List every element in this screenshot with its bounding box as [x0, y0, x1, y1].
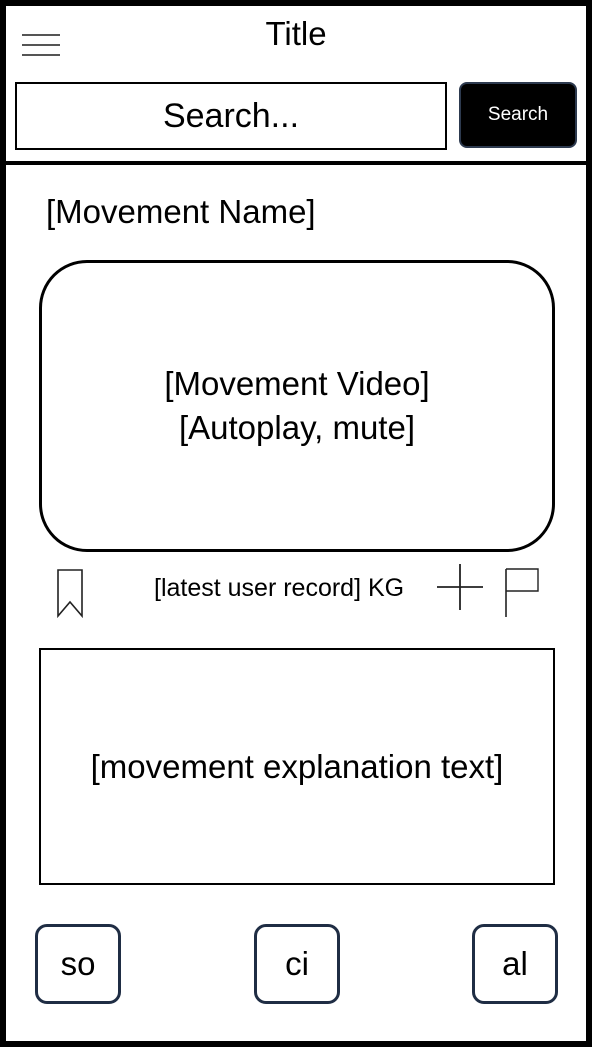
- nav-button-so[interactable]: so: [35, 924, 121, 1004]
- nav-button-al[interactable]: al: [472, 924, 558, 1004]
- hamburger-menu-icon[interactable]: [22, 28, 60, 58]
- movement-video[interactable]: [Movement Video] [Autoplay, mute]: [39, 260, 555, 552]
- latest-user-record: [latest user record] KG: [154, 574, 405, 602]
- movement-explanation: [movement explanation text]: [39, 648, 555, 885]
- header: Title Search: [6, 6, 586, 160]
- flag-icon[interactable]: [502, 567, 542, 619]
- plus-icon[interactable]: [436, 563, 484, 611]
- bookmark-icon[interactable]: [56, 568, 84, 618]
- header-divider: [6, 161, 586, 165]
- nav-button-ci[interactable]: ci: [254, 924, 340, 1004]
- video-autoplay-note: [Autoplay, mute]: [178, 409, 415, 446]
- search-button[interactable]: Search: [459, 82, 577, 148]
- page-title: Title: [265, 15, 327, 52]
- movement-name: [Movement Name]: [46, 193, 316, 230]
- search-input[interactable]: [15, 82, 447, 150]
- video-placeholder-text: [Movement Video]: [164, 365, 430, 402]
- app-screen: Title Search [Movement Name] [Movement V…: [6, 6, 586, 1041]
